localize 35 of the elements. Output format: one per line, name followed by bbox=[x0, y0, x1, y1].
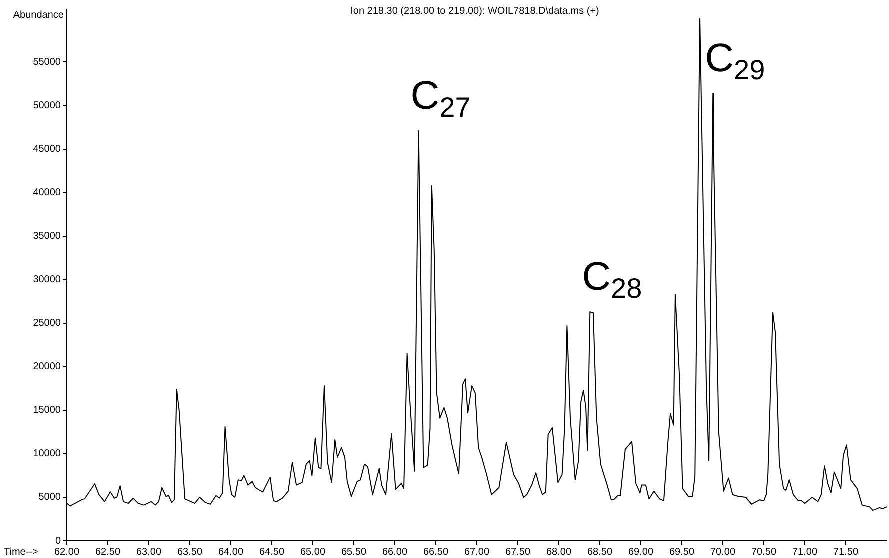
x-tick-label: 69.50 bbox=[669, 546, 695, 558]
x-tick-label: 70.50 bbox=[751, 546, 777, 558]
x-tick-label: 65.50 bbox=[341, 546, 367, 558]
x-tick-label: 66.50 bbox=[423, 546, 449, 558]
y-tick-label: 25000 bbox=[33, 318, 62, 330]
chart-title: Ion 218.30 (218.00 to 219.00): WOIL7818.D\data.ms (+) bbox=[350, 6, 600, 17]
x-tick-label: 65.00 bbox=[300, 546, 326, 558]
x-axis-title: Time--> bbox=[4, 547, 39, 558]
y-tick-label: 5000 bbox=[38, 492, 62, 504]
x-tick-label: 68.50 bbox=[587, 546, 613, 558]
y-tick-label: 15000 bbox=[33, 405, 62, 416]
x-tick-label: 64.50 bbox=[259, 546, 285, 558]
y-tick-label: 10000 bbox=[33, 448, 62, 460]
y-tick-label: 35000 bbox=[33, 231, 62, 242]
y-tick-label: 0 bbox=[55, 536, 62, 547]
x-tick-label: 71.50 bbox=[833, 546, 859, 558]
y-tick-label: 40000 bbox=[33, 188, 62, 199]
y-tick-label: 30000 bbox=[33, 274, 62, 286]
x-tick-label: 63.00 bbox=[136, 546, 162, 558]
x-tick-label: 68.00 bbox=[546, 546, 572, 558]
x-tick-label: 70.00 bbox=[710, 546, 736, 558]
x-tick-label: 66.00 bbox=[382, 546, 408, 558]
x-tick-label: 69.00 bbox=[628, 546, 654, 558]
x-tick-label: 67.50 bbox=[505, 546, 531, 558]
y-axis-title: Abundance bbox=[13, 10, 64, 21]
x-tick-label: 62.00 bbox=[54, 546, 80, 558]
x-tick-label: 63.50 bbox=[177, 546, 203, 558]
y-tick-label: 55000 bbox=[33, 56, 62, 68]
x-tick-label: 67.00 bbox=[464, 546, 490, 558]
x-tick-label: 64.00 bbox=[218, 546, 244, 558]
x-tick-label: 71.00 bbox=[792, 546, 818, 558]
y-tick-label: 50000 bbox=[33, 100, 62, 112]
y-tick-label: 45000 bbox=[33, 144, 62, 156]
y-tick-label: 20000 bbox=[33, 362, 62, 373]
x-tick-label: 62.50 bbox=[95, 546, 121, 558]
